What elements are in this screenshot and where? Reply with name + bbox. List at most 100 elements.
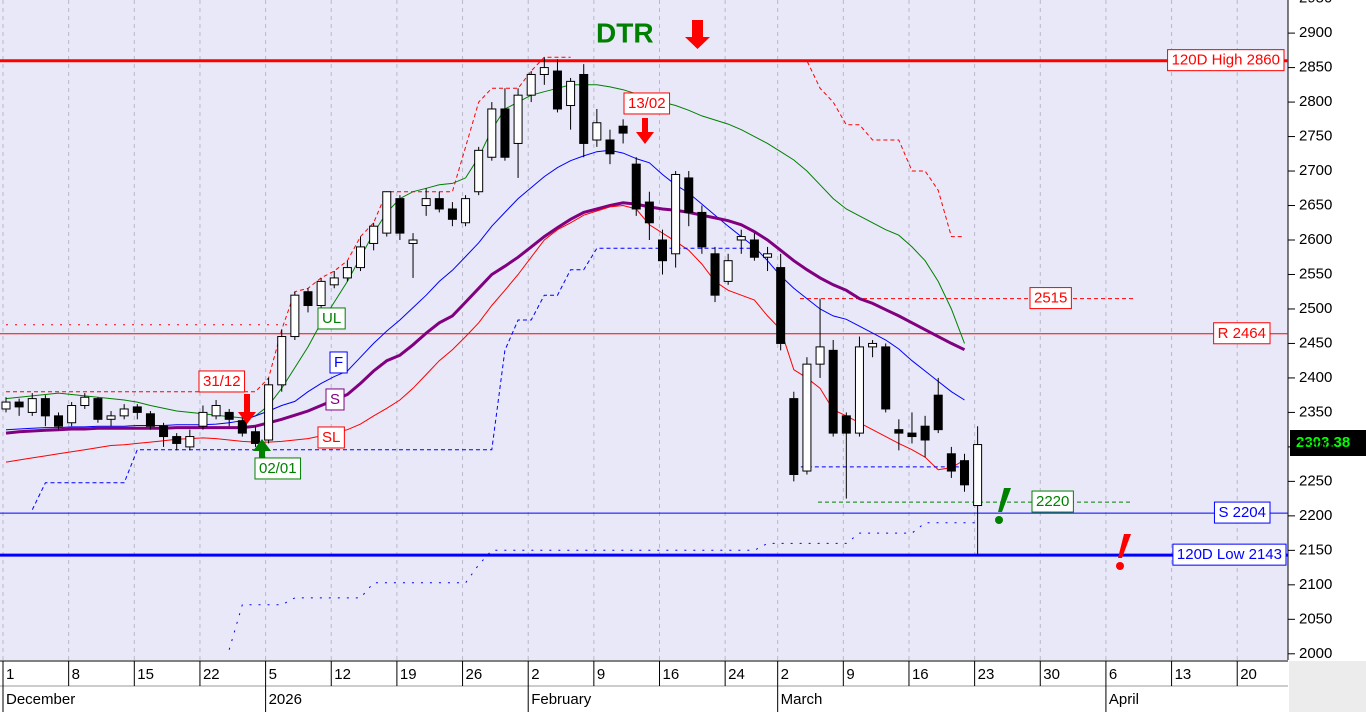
exclamation bbox=[1116, 534, 1131, 570]
y-tick-label: 2950 bbox=[1299, 0, 1332, 7]
y-tick-label: 2200 bbox=[1299, 507, 1332, 524]
candle-body bbox=[907, 432, 917, 438]
candle-body bbox=[526, 73, 536, 96]
candle-body bbox=[644, 201, 654, 224]
candle-body bbox=[40, 398, 50, 417]
series-label: UL bbox=[322, 310, 341, 327]
candle-body bbox=[54, 415, 64, 427]
candle-body bbox=[973, 444, 983, 507]
candle-body bbox=[277, 336, 287, 386]
x-tick-label: 22 bbox=[203, 666, 220, 683]
candle-body bbox=[408, 239, 418, 244]
annotation: 02/01 bbox=[259, 460, 297, 477]
grid bbox=[2, 0, 1238, 660]
y-tick-label: 2300 bbox=[1299, 438, 1332, 455]
candle-body bbox=[894, 429, 904, 434]
y-tick-label: 2750 bbox=[1299, 128, 1332, 145]
candle-body bbox=[933, 394, 943, 431]
candle-body bbox=[67, 405, 77, 424]
x-tick-label: 23 bbox=[978, 666, 995, 683]
label-box bbox=[1213, 322, 1271, 345]
candle-body bbox=[369, 225, 379, 244]
y-tick-label: 2100 bbox=[1299, 576, 1332, 593]
candle-body bbox=[802, 363, 812, 472]
annotation: 31/12 bbox=[203, 373, 241, 390]
series-label: SL bbox=[322, 429, 340, 446]
indicator-line bbox=[6, 56, 965, 393]
candle-body bbox=[395, 198, 405, 234]
y-tick-label: 2600 bbox=[1299, 231, 1332, 248]
candle-body bbox=[447, 208, 457, 220]
candle-body bbox=[815, 346, 825, 365]
arrow-down bbox=[685, 20, 710, 49]
candle-body bbox=[14, 401, 24, 408]
x-tick-label: 16 bbox=[912, 666, 929, 683]
candle-body bbox=[841, 415, 851, 434]
chart-title: DTR bbox=[596, 17, 654, 48]
candle-body bbox=[461, 198, 471, 224]
x-tick-label: 1 bbox=[6, 666, 14, 683]
candle-body bbox=[237, 420, 247, 434]
level-label: 120D High 2860 bbox=[1172, 52, 1280, 69]
candle-body bbox=[605, 139, 615, 155]
y-tick-label: 2500 bbox=[1299, 300, 1332, 317]
indicator-line bbox=[31, 247, 965, 510]
candles bbox=[1, 57, 983, 556]
indicator-line bbox=[228, 522, 978, 650]
label-box bbox=[1167, 49, 1285, 72]
y-tick-label: 2150 bbox=[1299, 541, 1332, 558]
exclamation-bar bbox=[1118, 534, 1131, 558]
last-price-box bbox=[1290, 430, 1366, 456]
arrow-down bbox=[636, 118, 654, 144]
candle-body bbox=[356, 246, 366, 269]
label-box bbox=[198, 370, 246, 393]
candle-body bbox=[224, 411, 234, 420]
candle-body bbox=[710, 253, 720, 296]
candle-body bbox=[434, 198, 444, 210]
candle-body bbox=[487, 108, 497, 158]
x-tick-label: 24 bbox=[728, 666, 745, 683]
y-tick-label: 2050 bbox=[1299, 610, 1332, 627]
candle-body bbox=[303, 291, 313, 307]
candle-body bbox=[631, 163, 641, 210]
candle-body bbox=[671, 173, 681, 255]
candle-body bbox=[881, 346, 891, 410]
candle-body bbox=[474, 149, 484, 193]
candle-body bbox=[684, 177, 694, 213]
candle-body bbox=[736, 236, 746, 241]
month-label: April bbox=[1109, 691, 1139, 708]
candle-body bbox=[920, 425, 930, 441]
candle-body bbox=[959, 460, 969, 486]
exclamation-dot bbox=[995, 516, 1003, 524]
candle-body bbox=[93, 398, 103, 420]
series-label: F bbox=[334, 354, 343, 371]
label-box bbox=[1031, 490, 1074, 513]
candle-body bbox=[854, 346, 864, 434]
exclamation-bar bbox=[998, 488, 1011, 512]
candle-body bbox=[421, 198, 431, 207]
y-tick-label: 2550 bbox=[1299, 265, 1332, 282]
label-box bbox=[1213, 501, 1271, 524]
x-tick-label: 26 bbox=[466, 666, 483, 683]
candle-body bbox=[316, 280, 326, 307]
y-tick-label: 2700 bbox=[1299, 162, 1332, 179]
month-label: 2026 bbox=[269, 691, 302, 708]
x-tick-label: 2 bbox=[781, 666, 789, 683]
month-label: February bbox=[531, 691, 592, 708]
arrow-up bbox=[253, 439, 271, 458]
month-label: December bbox=[6, 691, 75, 708]
x-tick-label: 2 bbox=[531, 666, 539, 683]
candle-body bbox=[539, 67, 549, 75]
candle-body bbox=[264, 384, 274, 441]
y-tick-label: 2850 bbox=[1299, 59, 1332, 76]
x-tick-label: 9 bbox=[597, 666, 605, 683]
level-label: 120D Low 2143 bbox=[1177, 546, 1282, 563]
candle-body bbox=[145, 413, 155, 427]
candle-body bbox=[250, 431, 260, 444]
candle-body bbox=[382, 191, 392, 234]
candle-body bbox=[500, 108, 510, 158]
candle-body bbox=[552, 70, 562, 110]
candle-body bbox=[1, 401, 11, 410]
